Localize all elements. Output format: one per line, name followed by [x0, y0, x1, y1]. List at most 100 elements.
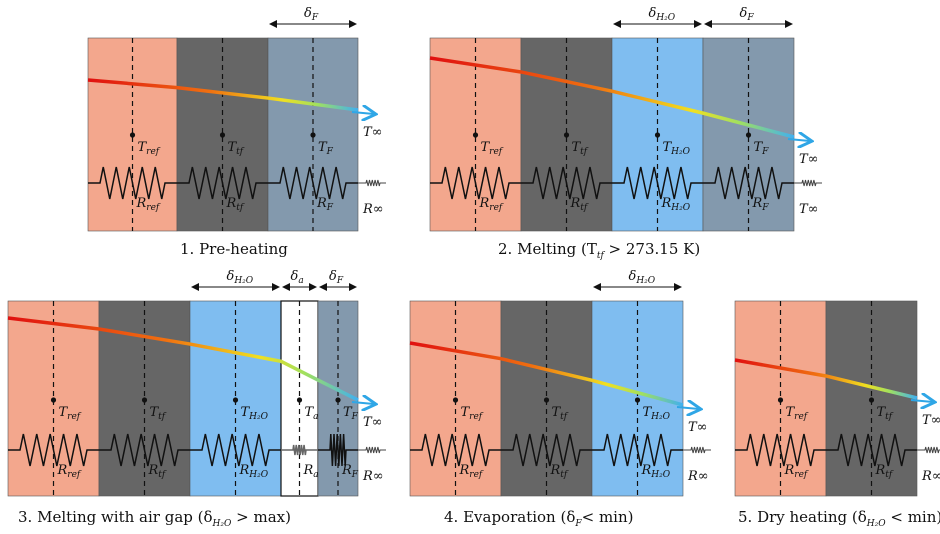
resistor [318, 433, 358, 467]
panel-4: Tref Rref Ttf Rtf TH₂O RH₂O T∞ R∞ δH₂O 4. Evapora… [409, 269, 711, 529]
resistance-label: Rref [784, 463, 809, 480]
resistance-label: RH₂O [661, 196, 691, 213]
resistor [521, 166, 612, 200]
temperature-label: TH₂O [663, 140, 691, 157]
resistor [190, 433, 281, 467]
temperature-label: TF [318, 140, 334, 157]
resistance-label: Rref [136, 196, 161, 213]
ambient-resistance-label: R∞ [687, 469, 709, 484]
convective-resistor [358, 446, 386, 454]
resistor [501, 433, 592, 467]
resistance-label: Rref [479, 196, 504, 213]
panel-2: Tref Rref Ttf Rtf TH₂O RH₂O TF RF T∞ T∞ δH₂O δF 2. M… [429, 6, 822, 261]
temperature-profile [87, 78, 359, 112]
resistance-label: Rtf [226, 196, 245, 213]
ambient-resistance-label: R∞ [362, 202, 384, 217]
temperature-label: Tref [786, 405, 809, 422]
heat-flow-arrow [787, 139, 810, 141]
panel-1: Tref Rref Ttf Rtf TF RF T∞ R∞ δF 1. Pre-heating [87, 6, 386, 258]
heat-flow-arrow [351, 112, 374, 114]
panel-3: Tref Rref Ttf Rtf TH₂O RH₂O Ta Ra TF RF T∞ R∞ δH₂O δa… [7, 269, 386, 529]
resistor [430, 166, 521, 200]
thickness-label: δH₂O [629, 269, 656, 286]
node-dot [50, 397, 57, 403]
temperature-profile [7, 316, 359, 402]
resistance-label: Rtf [875, 463, 894, 480]
ambient-temperature-label: T∞ [363, 415, 383, 430]
heat-flow-arrow [676, 407, 699, 409]
temperature-label: Ttf [572, 140, 589, 157]
temperature-label: Ttf [552, 405, 569, 422]
node-dot [296, 397, 303, 403]
resistor [281, 444, 318, 456]
resistor [703, 166, 794, 200]
resistance-label: RF [752, 196, 770, 213]
thickness-label: δa [291, 269, 304, 286]
node-dot [141, 397, 148, 403]
resistor [826, 433, 917, 467]
resistor [592, 433, 683, 467]
resistor [410, 433, 501, 467]
resistance-label: RH₂O [641, 463, 671, 480]
temperature-profile [429, 56, 795, 139]
ambient-resistance-label: R∞ [921, 469, 940, 484]
resistor [177, 166, 268, 200]
node-dot [129, 132, 136, 138]
thickness-label: δH₂O [227, 269, 254, 286]
node-dot [745, 132, 752, 138]
temperature-profile [734, 358, 918, 400]
resistance-label: Rref [57, 463, 82, 480]
temperature-label: TH₂O [241, 405, 269, 422]
node-dot [310, 132, 316, 138]
temperature-label: Ttf [228, 140, 245, 157]
temperature-label: TF [343, 405, 359, 422]
heat-flow-arrow [351, 402, 374, 404]
resistor [88, 166, 177, 200]
ambient-resistance-label: T∞ [799, 202, 819, 217]
temperature-label: Tref [481, 140, 504, 157]
temperature-label: TF [754, 140, 770, 157]
thickness-label: δF [304, 6, 319, 23]
resistance-label: Rtf [550, 463, 569, 480]
panel-caption: 3. Melting with air gap (δH₂O > max) [18, 508, 291, 529]
panel-caption: 1. Pre-heating [180, 240, 288, 258]
ambient-temperature-label: T∞ [363, 125, 383, 140]
resistance-label: RF [341, 463, 359, 480]
panel-caption: 4. Evaporation (δF< min) [444, 508, 634, 529]
convective-resistor [683, 446, 711, 454]
resistor [735, 433, 826, 467]
node-dot [452, 397, 459, 403]
panel-caption: 5. Dry heating (δH₂O < min) [738, 508, 940, 529]
convective-resistor [358, 179, 386, 187]
ambient-resistance-label: R∞ [362, 469, 384, 484]
temperature-label: Ta [305, 405, 319, 422]
node-dot [232, 397, 239, 403]
temperature-profile [409, 341, 684, 407]
temperature-label: Ttf [150, 405, 167, 422]
node-dot [777, 397, 784, 403]
node-dot [563, 132, 570, 138]
temperature-label: Ttf [877, 405, 894, 422]
resistance-label: Rtf [148, 463, 167, 480]
thickness-label: δF [740, 6, 755, 23]
resistor [99, 433, 190, 467]
node-dot [543, 397, 550, 403]
thickness-label: δF [329, 269, 344, 286]
resistance-label: RF [316, 196, 334, 213]
resistance-label: Rref [459, 463, 484, 480]
node-dot [654, 132, 661, 138]
temperature-label: Tref [59, 405, 82, 422]
temperature-label: Tref [461, 405, 484, 422]
heat-flow-arrow [910, 400, 933, 402]
panel-caption: 2. Melting (Ttf > 273.15 K) [498, 240, 700, 261]
ambient-temperature-label: T∞ [688, 420, 708, 435]
resistor [268, 166, 358, 200]
panel-5: Tref Rref Ttf Rtf T∞ R∞ 5. Dry heating (δH₂O <… [734, 300, 940, 529]
node-dot [634, 397, 641, 403]
convective-resistor [917, 446, 940, 454]
temperature-label: Tref [138, 140, 161, 157]
resistance-label: RH₂O [239, 463, 269, 480]
ambient-temperature-label: T∞ [922, 413, 940, 428]
ambient-temperature-label: T∞ [799, 152, 819, 167]
node-dot [868, 397, 875, 403]
